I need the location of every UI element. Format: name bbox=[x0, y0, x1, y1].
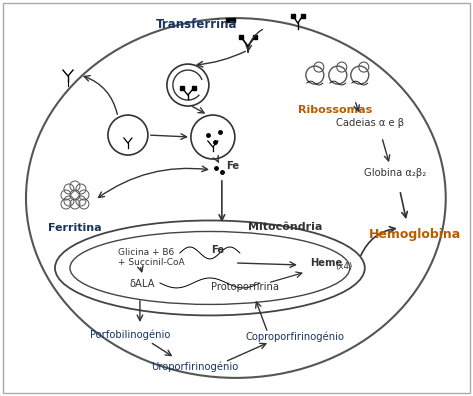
Text: Hemoglobina: Hemoglobina bbox=[368, 228, 461, 241]
Text: Transferrina: Transferrina bbox=[156, 18, 237, 31]
Text: Protoporfirina: Protoporfirina bbox=[211, 282, 279, 292]
Text: Cadeias α e β: Cadeias α e β bbox=[336, 118, 404, 128]
Text: Uroporfirinogénio: Uroporfirinogénio bbox=[151, 362, 238, 372]
Text: Fe: Fe bbox=[226, 161, 239, 171]
Text: Ribossomas: Ribossomas bbox=[298, 105, 372, 115]
Text: Fe: Fe bbox=[211, 245, 224, 255]
Text: Porfobilinogénio: Porfobilinogénio bbox=[90, 330, 170, 341]
Text: δALA: δALA bbox=[130, 279, 156, 289]
Text: Mitocôndria: Mitocôndria bbox=[248, 222, 322, 232]
Text: Ferritina: Ferritina bbox=[48, 223, 102, 233]
Text: (x4): (x4) bbox=[335, 262, 352, 271]
Text: Heme: Heme bbox=[310, 258, 342, 268]
Text: Globina α₂β₂: Globina α₂β₂ bbox=[364, 168, 426, 178]
Text: Glicina + B6
+ Succinil-CoA: Glicina + B6 + Succinil-CoA bbox=[118, 248, 184, 267]
Text: Coproporfirinogénio: Coproporfirinogénio bbox=[245, 332, 344, 343]
